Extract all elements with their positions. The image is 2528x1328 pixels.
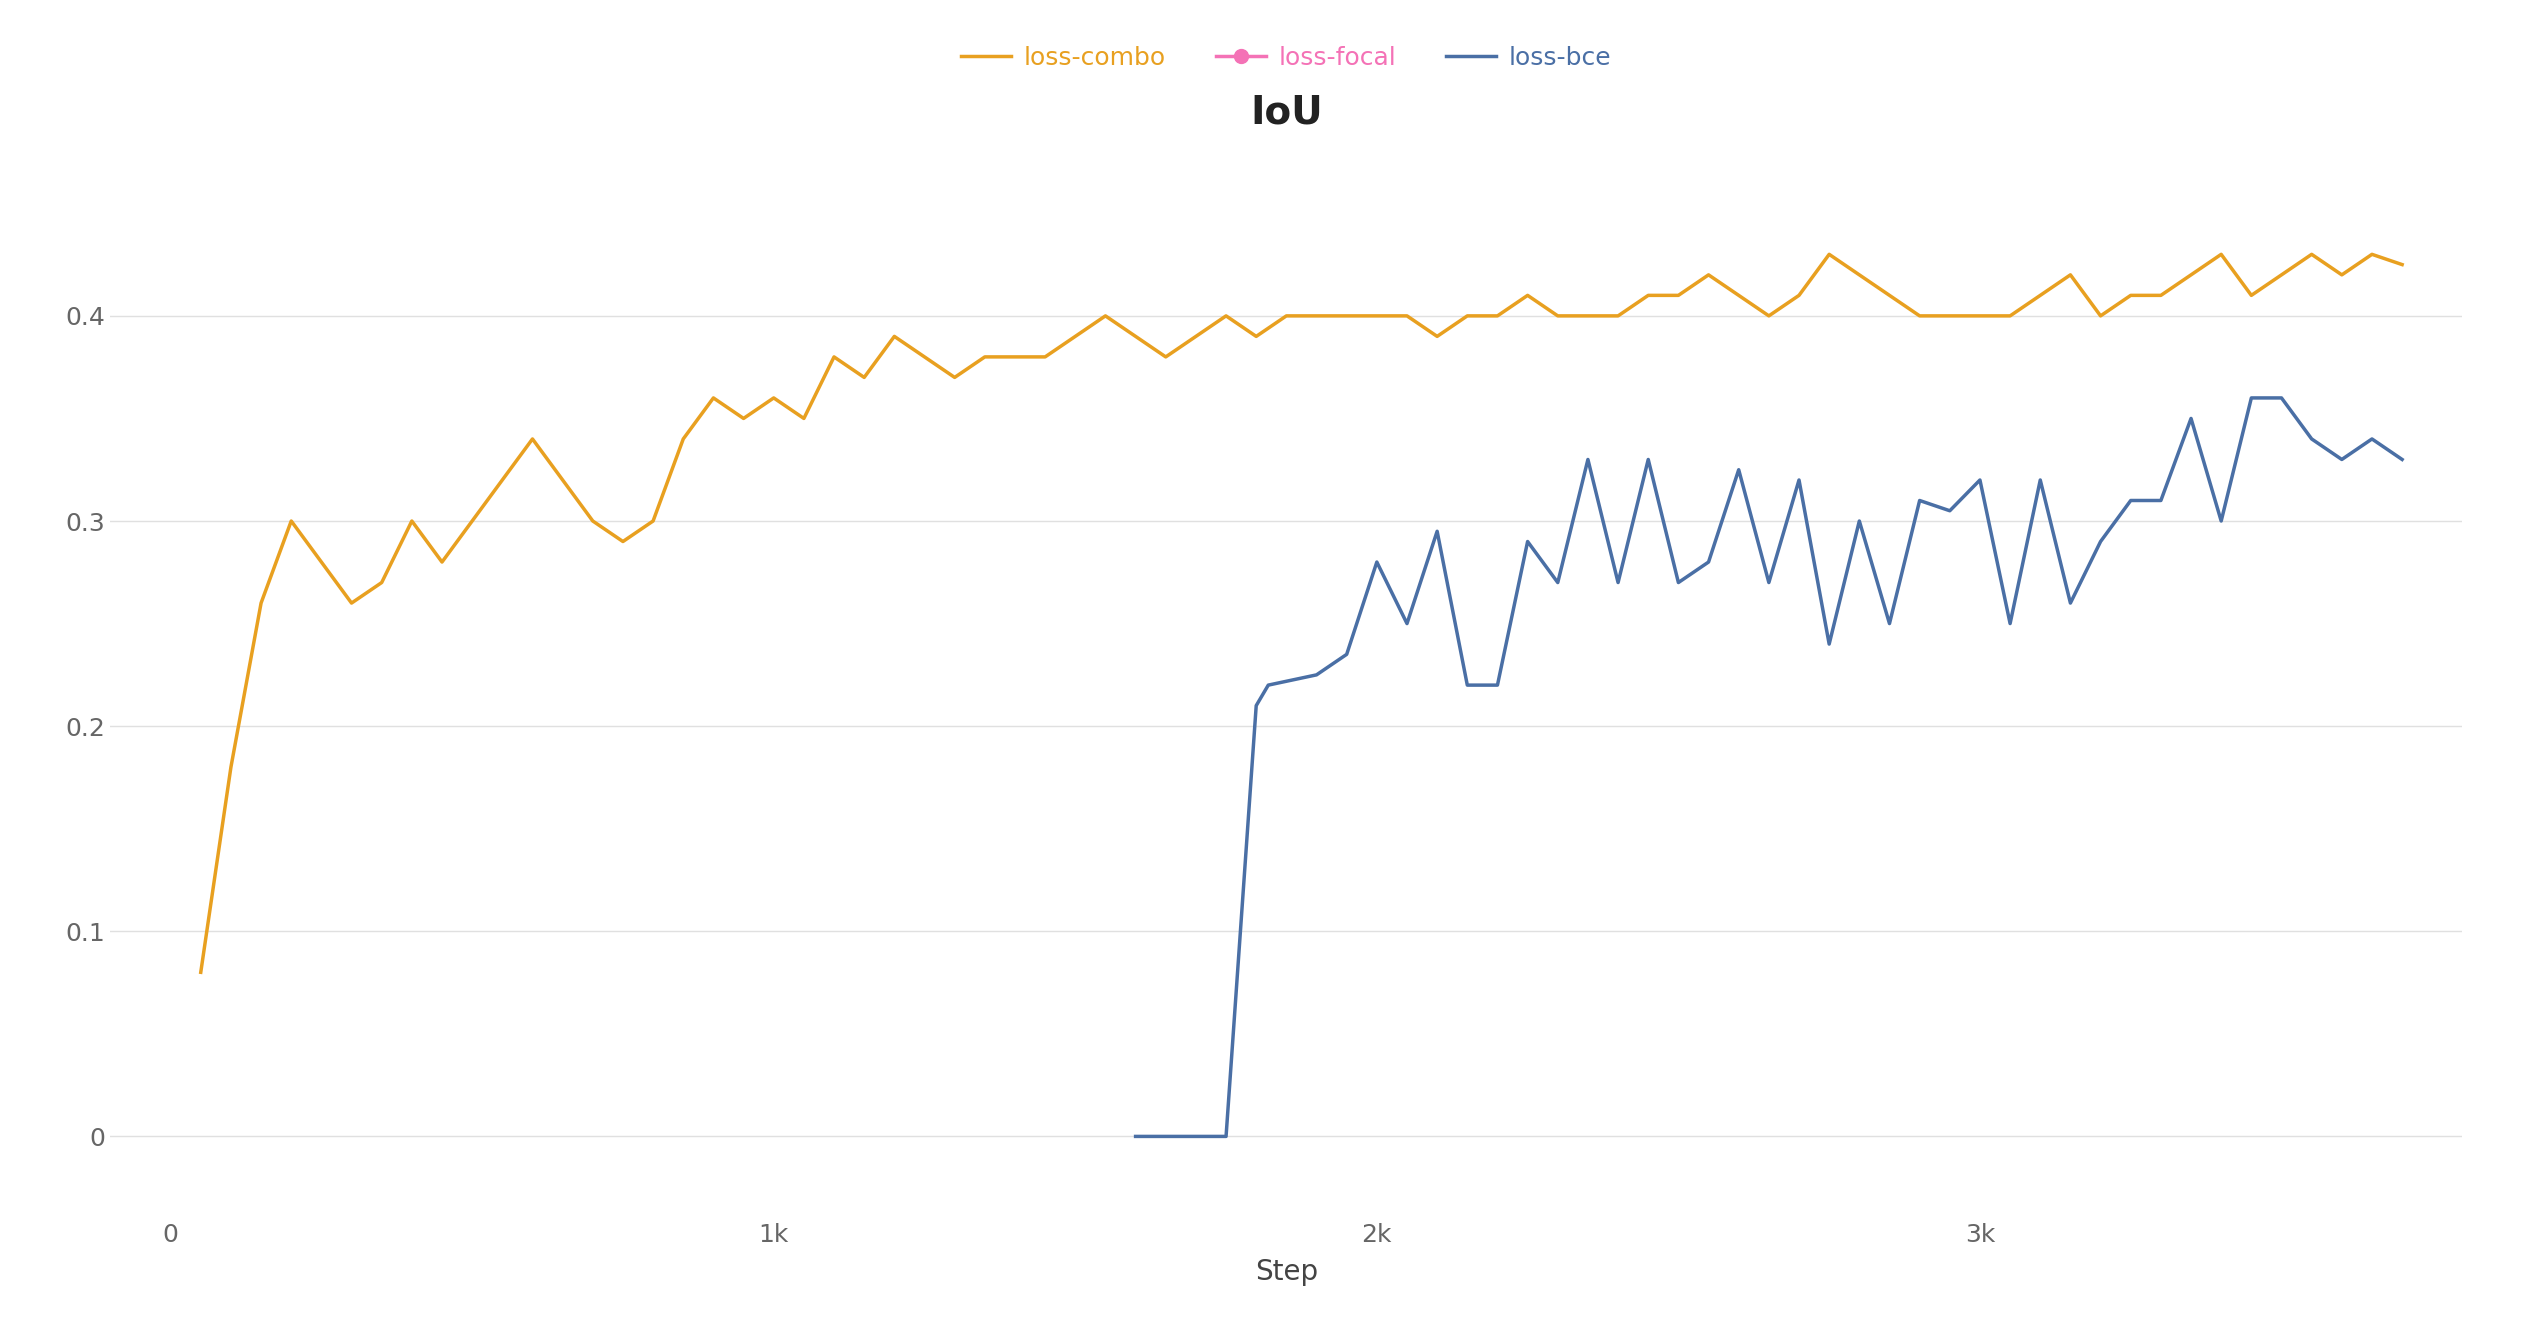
Title: IoU: IoU: [1249, 94, 1322, 131]
loss-bce: [1754, 575, 1785, 591]
loss-bce: [1332, 647, 1363, 663]
loss-combo: [1393, 308, 1423, 324]
loss-combo: [1421, 328, 1451, 344]
loss-combo: [637, 513, 667, 529]
loss-bce: [1421, 523, 1451, 539]
loss-bce: [2025, 471, 2055, 487]
loss-bce: [1995, 616, 2025, 632]
loss-bce: [2207, 513, 2237, 529]
loss-bce: [1904, 493, 1934, 509]
loss-bce: [2116, 493, 2146, 509]
loss-combo: [667, 432, 698, 448]
loss-bce: [2356, 432, 2386, 448]
loss-bce: [1363, 554, 1393, 570]
loss-bce: [1302, 667, 1332, 683]
loss-bce: [2295, 432, 2326, 448]
Legend: loss-combo, loss-focal, loss-bce: loss-combo, loss-focal, loss-bce: [951, 36, 1620, 80]
loss-combo: [2386, 256, 2417, 272]
Line: loss-combo: loss-combo: [200, 255, 2402, 972]
loss-bce: [2146, 493, 2177, 509]
loss-bce: [1451, 677, 1481, 693]
loss-bce: [1663, 575, 1694, 591]
loss-bce: [1393, 616, 1423, 632]
Line: loss-bce: loss-bce: [1135, 398, 2402, 1137]
loss-bce: [1542, 575, 1572, 591]
loss-bce: [1934, 503, 1964, 519]
loss-bce: [1481, 677, 1512, 693]
loss-bce: [1572, 452, 1603, 467]
loss-bce: [1211, 1129, 1241, 1145]
loss-bce: [1181, 1129, 1211, 1145]
loss-bce: [1241, 697, 1272, 713]
loss-bce: [1512, 534, 1542, 550]
loss-bce: [1964, 471, 1995, 487]
X-axis label: Step: Step: [1254, 1259, 1317, 1287]
loss-bce: [1150, 1129, 1181, 1145]
loss-bce: [2386, 452, 2417, 467]
loss-bce: [1873, 616, 1904, 632]
loss-bce: [1694, 554, 1724, 570]
loss-bce: [2086, 534, 2116, 550]
loss-combo: [1815, 247, 1845, 263]
loss-bce: [2055, 595, 2086, 611]
loss-bce: [1633, 452, 1663, 467]
loss-combo: [185, 964, 215, 980]
loss-bce: [2237, 390, 2268, 406]
loss-bce: [2326, 452, 2356, 467]
loss-bce: [1603, 575, 1633, 591]
loss-bce: [1843, 513, 1873, 529]
loss-combo: [2207, 247, 2237, 263]
loss-bce: [1815, 636, 1845, 652]
loss-combo: [910, 349, 940, 365]
loss-bce: [1724, 462, 1754, 478]
loss-bce: [1120, 1129, 1150, 1145]
loss-bce: [1254, 677, 1284, 693]
loss-bce: [2265, 390, 2295, 406]
loss-bce: [2177, 410, 2207, 426]
loss-bce: [1785, 471, 1815, 487]
